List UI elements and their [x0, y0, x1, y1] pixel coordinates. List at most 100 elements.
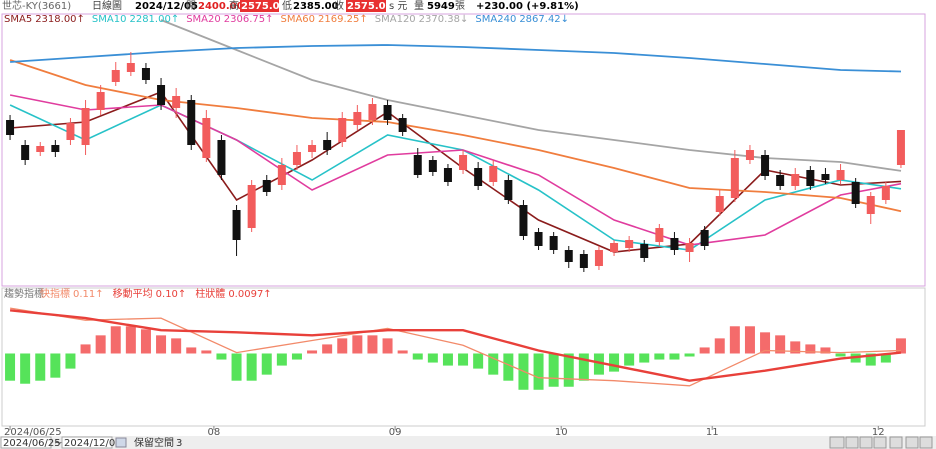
candle-body — [806, 170, 815, 186]
legend-value: 2306.75↑ — [224, 14, 274, 25]
period: 日線圖 — [92, 0, 122, 12]
tool-button[interactable] — [859, 436, 873, 449]
histogram-bar — [714, 338, 725, 354]
histogram-bar — [624, 353, 635, 366]
toolbar-bg — [0, 436, 936, 449]
histogram-bar — [201, 350, 212, 354]
ma-legend: SMA20 2306.75↑ — [186, 14, 273, 25]
histogram-bar — [760, 332, 771, 354]
volume: 5949 — [427, 1, 455, 12]
candle-body — [791, 174, 800, 186]
candle-body — [292, 152, 301, 165]
candle-body — [368, 104, 377, 120]
candle-body — [640, 244, 649, 258]
histogram-bar — [639, 353, 650, 363]
candle-body — [896, 130, 905, 165]
tool-button[interactable] — [905, 436, 919, 449]
x-tick-label: 09 — [389, 427, 402, 438]
header: 世芯-KY(3661) 日線圖 2024/12/05 開 2400.00 高 2… — [2, 0, 579, 12]
reserve-value: 3 — [176, 438, 182, 449]
legend-name: 柱狀體 — [195, 287, 225, 300]
ma-legend: SMA60 2169.25↑ — [280, 14, 367, 25]
histogram-bar — [5, 353, 16, 381]
candle-body — [730, 158, 739, 198]
histogram-bar — [458, 353, 469, 366]
candle-body — [685, 243, 694, 252]
histogram-bar — [171, 338, 182, 354]
tool-button[interactable] — [919, 436, 933, 449]
histogram-bar — [684, 353, 695, 357]
legend-value: 0.0097↑ — [228, 289, 271, 300]
histogram-bar — [322, 344, 333, 354]
change: +230.00 (+9.81%) — [476, 1, 579, 12]
tool-button[interactable] — [873, 436, 887, 449]
candle-body — [141, 68, 150, 80]
histogram-bar — [609, 353, 620, 372]
start-box[interactable] — [0, 436, 52, 449]
indicator-panel — [1, 287, 926, 427]
end-date: 2024/12/05 — [64, 438, 122, 449]
candle-body — [338, 118, 347, 142]
x-tick-label: 11 — [706, 427, 719, 438]
tilde: ~ — [54, 438, 62, 449]
candle-body — [51, 145, 60, 152]
candle-body — [6, 120, 15, 135]
histogram-bar — [110, 326, 121, 354]
ma-line — [9, 104, 902, 251]
high-label: 高 — [229, 0, 239, 12]
close-label: 收 — [334, 0, 344, 12]
candle-body — [564, 250, 573, 262]
candle-body — [504, 180, 513, 200]
legend-name: 移動平均 — [113, 287, 153, 300]
legend-name: SMA120 — [375, 14, 416, 25]
histogram-bar — [820, 347, 831, 354]
close-box — [346, 0, 386, 12]
candle-body — [398, 118, 407, 132]
legend-name: SMA60 — [280, 14, 315, 25]
high: 2575.00 — [241, 1, 287, 12]
tool-button[interactable] — [845, 436, 859, 449]
candle-body — [519, 205, 528, 236]
indicator-legend: 移動平均 0.10↑ — [113, 287, 187, 300]
go-button[interactable] — [115, 437, 127, 448]
date: 2024/12/05 — [135, 1, 198, 12]
tool-button[interactable] — [829, 436, 845, 449]
candle-body — [247, 185, 256, 228]
histogram-bar — [80, 344, 91, 354]
histogram-bar — [669, 353, 680, 360]
histogram-bar — [699, 347, 710, 354]
candle-body — [36, 146, 45, 152]
histogram-bar — [473, 353, 484, 369]
high-box — [240, 0, 279, 12]
legend-value: 2169.25↑ — [318, 14, 368, 25]
candle-body — [202, 118, 211, 158]
histogram-bar — [775, 335, 786, 354]
candle-body — [111, 70, 120, 82]
candle-body — [21, 145, 30, 160]
candle-body — [715, 196, 724, 212]
legend-value: 2867.42↓ — [519, 14, 569, 25]
indicator-title: 趨勢指標 — [4, 287, 44, 300]
histogram-bar — [35, 353, 46, 381]
tool-button[interactable] — [889, 436, 903, 449]
histogram-bar — [291, 353, 302, 360]
candle-body — [187, 100, 196, 145]
ma-line — [9, 59, 902, 213]
indicator-legend: 快指標 0.11↑ — [40, 287, 104, 300]
histogram-bar — [488, 353, 499, 375]
histogram-bar — [790, 341, 801, 354]
candle-body — [126, 63, 135, 72]
candle-body — [217, 140, 226, 175]
histogram-bar — [654, 353, 665, 360]
ma-legend: SMA120 2370.38↓ — [375, 14, 469, 25]
candle-body — [323, 140, 332, 150]
histogram-bar — [805, 344, 816, 354]
histogram-bar — [186, 347, 197, 354]
histogram-bar — [95, 335, 106, 354]
end-box[interactable] — [61, 436, 113, 449]
candle-body — [232, 210, 241, 240]
histogram-bar — [442, 353, 453, 366]
candle-body — [277, 165, 286, 185]
histogram-bar — [50, 353, 61, 378]
candle-body — [655, 228, 664, 242]
